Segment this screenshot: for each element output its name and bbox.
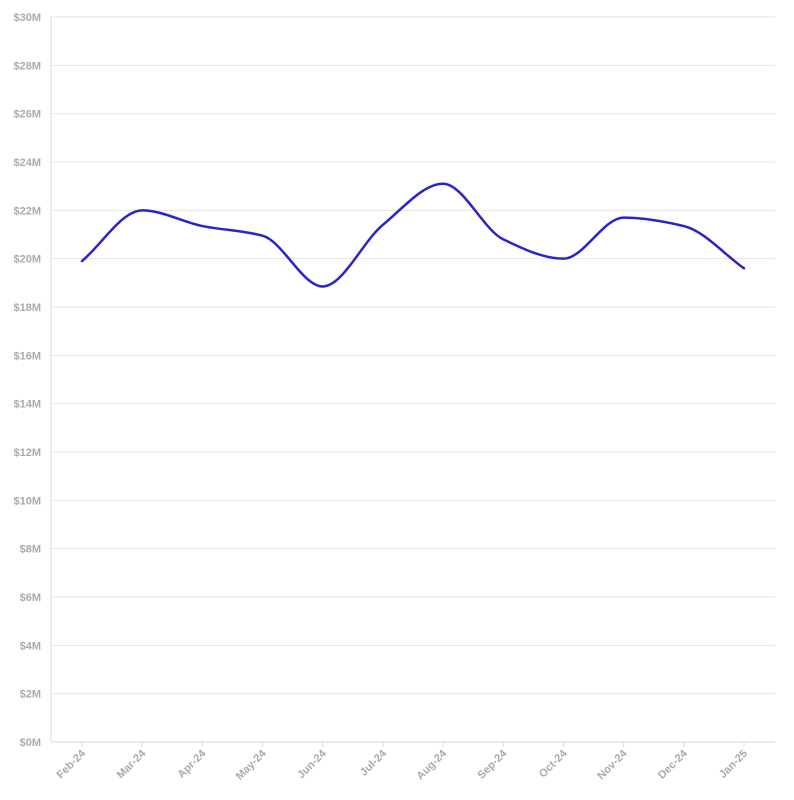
y-tick-label: $22M — [13, 205, 41, 217]
data-point — [382, 224, 384, 226]
y-tick-label: $16M — [13, 350, 41, 362]
y-tick-label: $10M — [13, 495, 41, 507]
y-tick-label: $18M — [13, 302, 41, 314]
y-tick-label: $14M — [13, 399, 41, 411]
x-tick-label: Jun-24 — [295, 747, 329, 781]
y-tick-label: $4M — [20, 640, 41, 652]
data-point — [322, 285, 324, 287]
x-tick-label: Oct-24 — [537, 747, 570, 780]
y-tick-label: $26M — [13, 109, 41, 121]
y-tick-label: $28M — [13, 60, 41, 72]
data-point — [743, 267, 745, 269]
y-tick-label: $24M — [13, 157, 41, 169]
x-axis-ticks: Feb-24 Mar-24 Apr-24 May-24 Jun-24 Jul-24 Aug-… — [55, 742, 750, 782]
data-point — [502, 238, 504, 240]
data-point — [683, 225, 685, 227]
x-tick-label: Mar-24 — [115, 747, 149, 781]
data-point — [261, 235, 263, 237]
data-point — [81, 260, 83, 262]
data-point — [201, 225, 203, 227]
y-axis-ticks: $0M $2M $4M $6M $8M $10M $12M $14M $16M $18M $20M $… — [13, 12, 41, 749]
data-point — [562, 257, 564, 259]
x-tick-label: Feb-24 — [55, 747, 89, 781]
y-tick-label: $6M — [20, 592, 41, 604]
data-point — [141, 209, 143, 211]
x-tick-label: Aug-24 — [414, 747, 449, 782]
x-tick-label: Jan-25 — [717, 748, 750, 781]
x-tick-label: Dec-24 — [656, 747, 691, 782]
x-tick-label: May-24 — [234, 747, 269, 782]
series-line — [80, 182, 746, 288]
y-tick-label: $20M — [13, 254, 41, 266]
x-tick-label: Jul-24 — [358, 747, 390, 779]
y-tick-label: $0M — [20, 737, 41, 749]
y-tick-label: $8M — [20, 544, 41, 556]
grid-layer — [51, 16, 775, 695]
y-tick-label: $2M — [20, 689, 41, 701]
series-layer — [80, 182, 746, 288]
data-point — [442, 183, 444, 185]
x-tick-label: Nov-24 — [595, 747, 630, 782]
axis-layer — [50, 17, 775, 743]
y-tick-label: $30M — [13, 12, 41, 24]
x-tick-label: Apr-24 — [175, 747, 209, 781]
x-tick-label: Sep-24 — [475, 747, 510, 782]
y-tick-label: $12M — [13, 447, 41, 459]
data-point — [622, 216, 624, 218]
